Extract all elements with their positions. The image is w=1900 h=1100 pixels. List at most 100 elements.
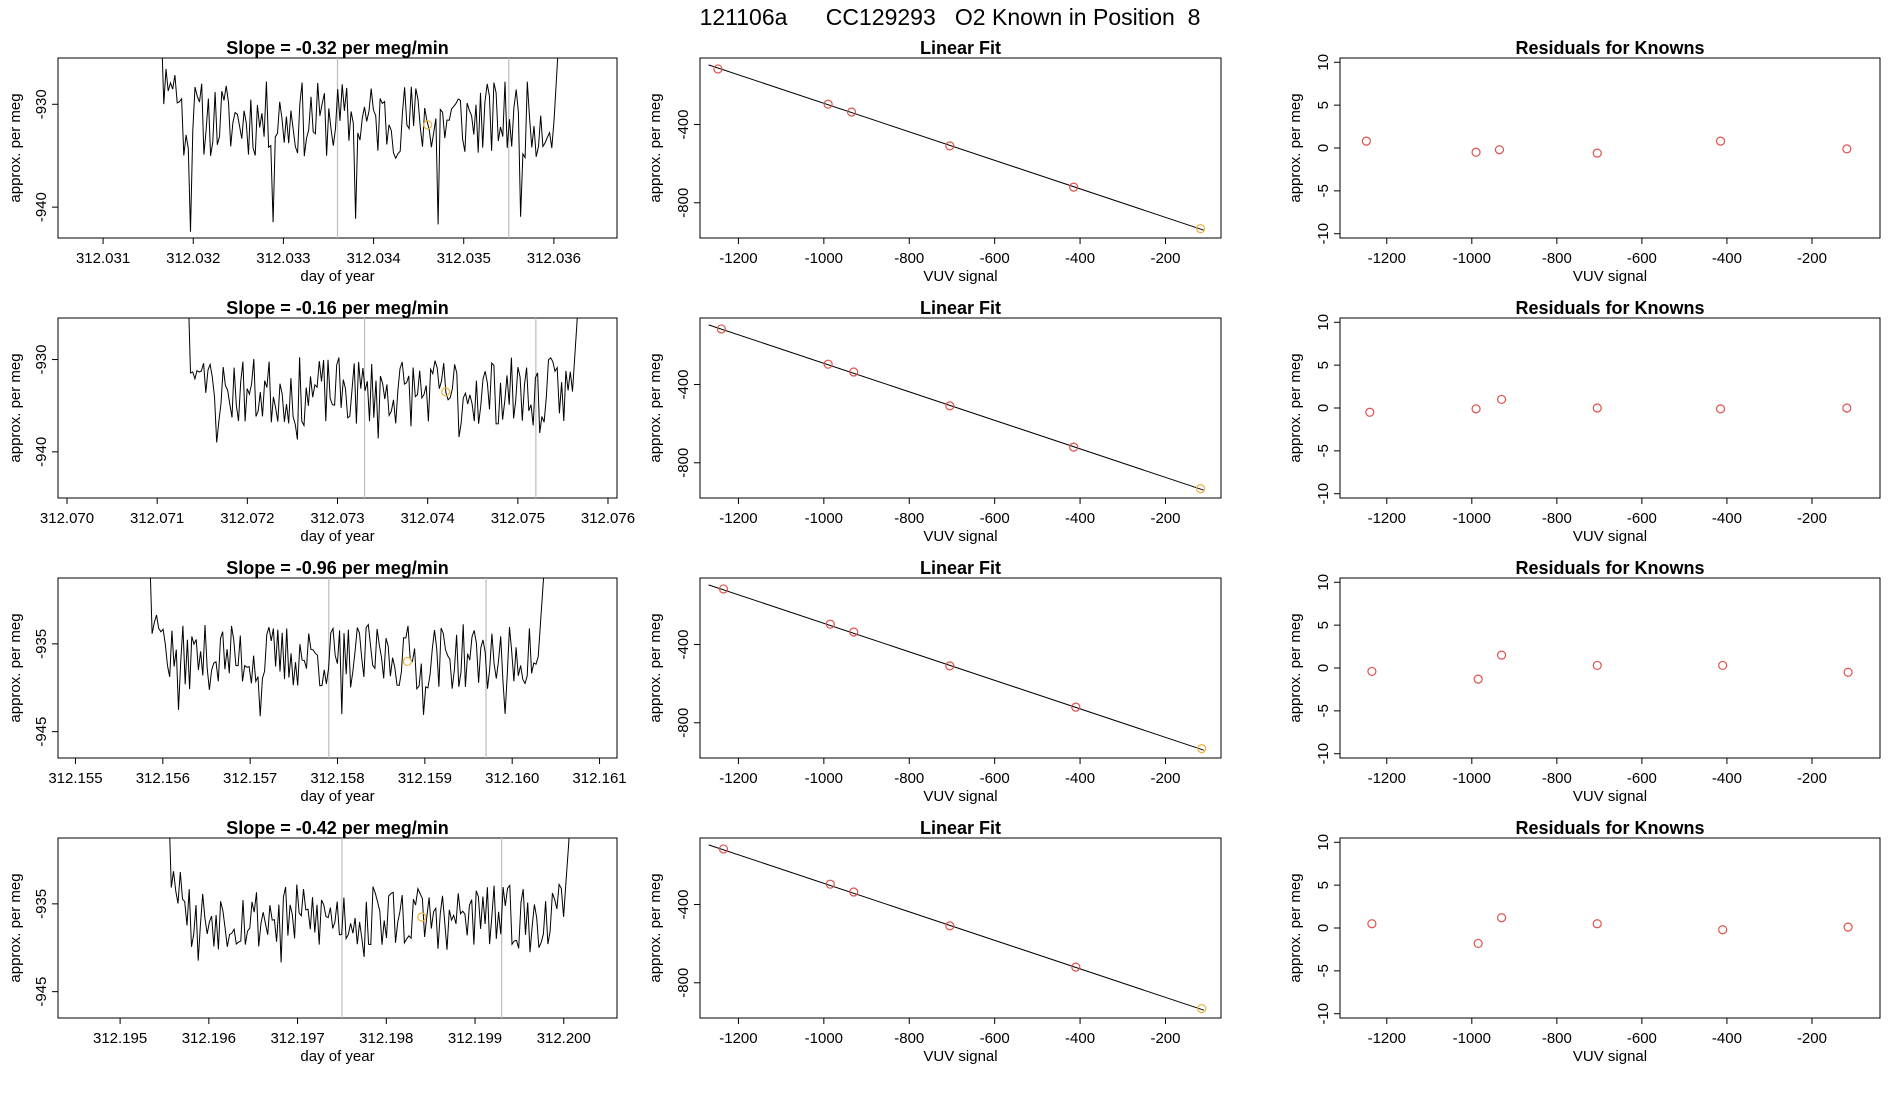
x-tick-label: 312.035: [437, 250, 491, 267]
y-tick-label: -10: [1315, 223, 1332, 245]
x-tick-label: -200: [1150, 770, 1180, 787]
x-tick-label: 312.036: [527, 250, 581, 267]
panel-title: Linear Fit: [920, 558, 1001, 578]
panel-time-series-1: Slope = -0.32 per meg/min 312.031 312.032 3…: [7, 38, 618, 285]
data-point: [1071, 702, 1081, 712]
data-point: [716, 324, 726, 334]
data-point: [1195, 224, 1206, 234]
residual-point: [1592, 660, 1602, 671]
y-axis-label: approx. per meg: [647, 93, 664, 202]
x-tick-label: 312.033: [256, 250, 310, 267]
fit-line: [708, 584, 1205, 751]
panel-residuals-4: Residuals for Knowns -1200 -1000 -800 -600 -4…: [1287, 818, 1881, 1065]
x-tick-label: 312.075: [491, 510, 545, 527]
y-tick-label: 5: [1315, 361, 1332, 369]
x-tick-label: -1200: [1368, 770, 1406, 787]
plot-frame: [57, 317, 618, 499]
panel-time-series-2: Slope = -0.16 per meg/min 312.070 312.071 3…: [7, 298, 635, 545]
x-tick-label: -1000: [805, 250, 843, 267]
panel-title: Linear Fit: [920, 818, 1001, 838]
data-point: [849, 367, 859, 377]
x-tick-label: -200: [1150, 1030, 1180, 1047]
signal-line: [188, 318, 578, 443]
residual-point: [1715, 136, 1726, 146]
data-point: [945, 921, 955, 931]
panel-time-series-3: Slope = -0.96 per meg/min 312.155 312.156 3…: [7, 558, 627, 805]
y-tick-label: -400: [675, 110, 692, 140]
x-tick-label: -1000: [1453, 770, 1491, 787]
x-tick-label: -400: [1712, 250, 1742, 267]
x-tick-label: -1200: [1368, 1030, 1406, 1047]
y-tick-label: 10: [1315, 834, 1332, 851]
x-tick-label: 312.157: [223, 770, 277, 787]
x-tick-label: -800: [1542, 250, 1572, 267]
y-tick-label: 5: [1315, 621, 1332, 629]
plot-frame: [699, 317, 1222, 499]
residual-point: [1471, 147, 1481, 157]
plot-frame: [1339, 317, 1881, 499]
x-tick-label: 312.071: [130, 510, 184, 527]
x-tick-label: -600: [1627, 250, 1657, 267]
panel-linear-fit-2: Linear Fit -1200 -1000 -800 -600 -400 -200 VUV …: [647, 298, 1222, 545]
figure-title: 121106a CC129293 O2 Known in Position 8: [699, 4, 1201, 30]
signal-line: [161, 58, 559, 232]
residual-point: [1473, 674, 1483, 684]
x-tick-label: 312.196: [182, 1030, 236, 1047]
y-tick-label: -935: [33, 889, 50, 919]
y-tick-label: -5: [1315, 184, 1332, 197]
y-tick-label: -5: [1315, 444, 1332, 457]
residual-point: [1361, 136, 1371, 146]
x-tick-label: -600: [980, 510, 1010, 527]
x-tick-label: -1200: [719, 770, 757, 787]
x-tick-label: -1200: [719, 510, 757, 527]
x-axis-label: VUV signal: [923, 528, 997, 545]
x-tick-label: -1000: [1453, 1030, 1491, 1047]
x-axis-label: VUV signal: [1573, 788, 1647, 805]
x-tick-label: -200: [1797, 1030, 1827, 1047]
y-axis-label: approx. per meg: [647, 353, 664, 462]
panel-title: Residuals for Knowns: [1515, 38, 1704, 58]
x-tick-label: 312.199: [448, 1030, 502, 1047]
y-axis-label: approx. per meg: [7, 613, 24, 722]
x-tick-label: -600: [1627, 1030, 1657, 1047]
x-tick-label: -800: [894, 250, 924, 267]
panel-time-series-4: Slope = -0.42 per meg/min 312.195 312.196 3…: [7, 818, 618, 1065]
y-axis-label: approx. per meg: [1287, 353, 1304, 462]
y-tick-label: -940: [33, 437, 50, 467]
y-tick-label: 0: [1315, 924, 1332, 932]
x-axis-label: day of year: [300, 1048, 374, 1065]
y-tick-label: -930: [33, 89, 50, 119]
x-tick-label: -800: [894, 770, 924, 787]
x-tick-label: 312.073: [310, 510, 364, 527]
x-axis-label: VUV signal: [1573, 1048, 1647, 1065]
y-tick-label: -400: [675, 890, 692, 920]
plot-frame: [1339, 57, 1881, 239]
panel-title: Slope = -0.16 per meg/min: [226, 298, 449, 318]
y-tick-label: -935: [33, 629, 50, 659]
x-tick-label: -600: [980, 1030, 1010, 1047]
x-tick-label: -800: [1542, 770, 1572, 787]
panel-title: Residuals for Knowns: [1515, 818, 1704, 838]
x-tick-label: 312.070: [40, 510, 94, 527]
panel-title: Residuals for Knowns: [1515, 558, 1704, 578]
residual-point: [1494, 145, 1505, 155]
residual-point: [1592, 403, 1602, 413]
data-point: [945, 661, 955, 671]
known-marker: [423, 120, 433, 130]
data-point: [847, 107, 857, 117]
panel-title: Residuals for Knowns: [1515, 298, 1704, 318]
x-tick-label: 312.160: [485, 770, 539, 787]
data-point: [945, 141, 955, 151]
y-tick-label: -945: [33, 977, 50, 1007]
x-tick-label: -1000: [1453, 250, 1491, 267]
x-tick-label: 312.195: [93, 1030, 147, 1047]
y-tick-label: -400: [675, 630, 692, 660]
data-point: [1197, 1004, 1207, 1014]
x-tick-label: -800: [1542, 510, 1572, 527]
x-axis-label: VUV signal: [1573, 528, 1647, 545]
y-tick-label: -940: [33, 192, 50, 222]
residual-point: [1473, 938, 1483, 949]
residual-point: [1496, 913, 1507, 923]
residual-point: [1842, 144, 1852, 154]
panel-residuals-3: Residuals for Knowns -1200 -1000 -800 -600 -4…: [1287, 558, 1881, 805]
